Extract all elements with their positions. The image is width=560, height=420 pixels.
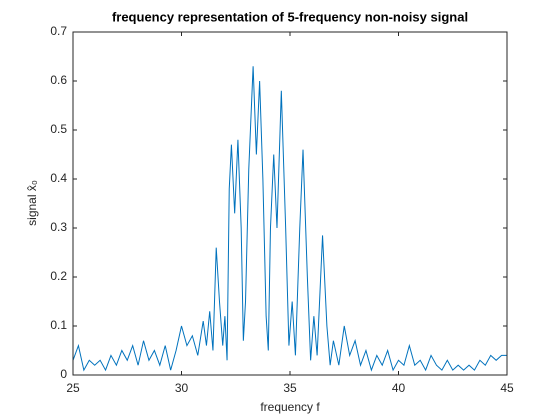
y-tick-label: 0.1 (50, 318, 67, 332)
x-tick-label: 45 (500, 381, 514, 395)
x-axis-label: frequency f (260, 400, 320, 414)
plot-area (73, 32, 507, 375)
y-tick-label: 0.4 (50, 171, 67, 185)
x-tick-label: 25 (66, 381, 80, 395)
y-tick-label: 0.6 (50, 73, 67, 87)
y-tick-label: 0.3 (50, 220, 67, 234)
chart-title: frequency representation of 5-frequency … (112, 9, 468, 24)
y-tick-label: 0.2 (50, 269, 67, 283)
y-tick-label: 0.7 (50, 24, 67, 38)
x-tick-label: 40 (392, 381, 406, 395)
y-tick-label: 0.5 (50, 122, 67, 136)
x-tick-label: 35 (283, 381, 297, 395)
axes-box (72, 31, 508, 376)
x-tick-label: 30 (175, 381, 189, 395)
y-tick-label: 0 (60, 367, 67, 381)
y-axis-label: signal x̂₀ (25, 180, 39, 226)
data-line (72, 66, 507, 372)
